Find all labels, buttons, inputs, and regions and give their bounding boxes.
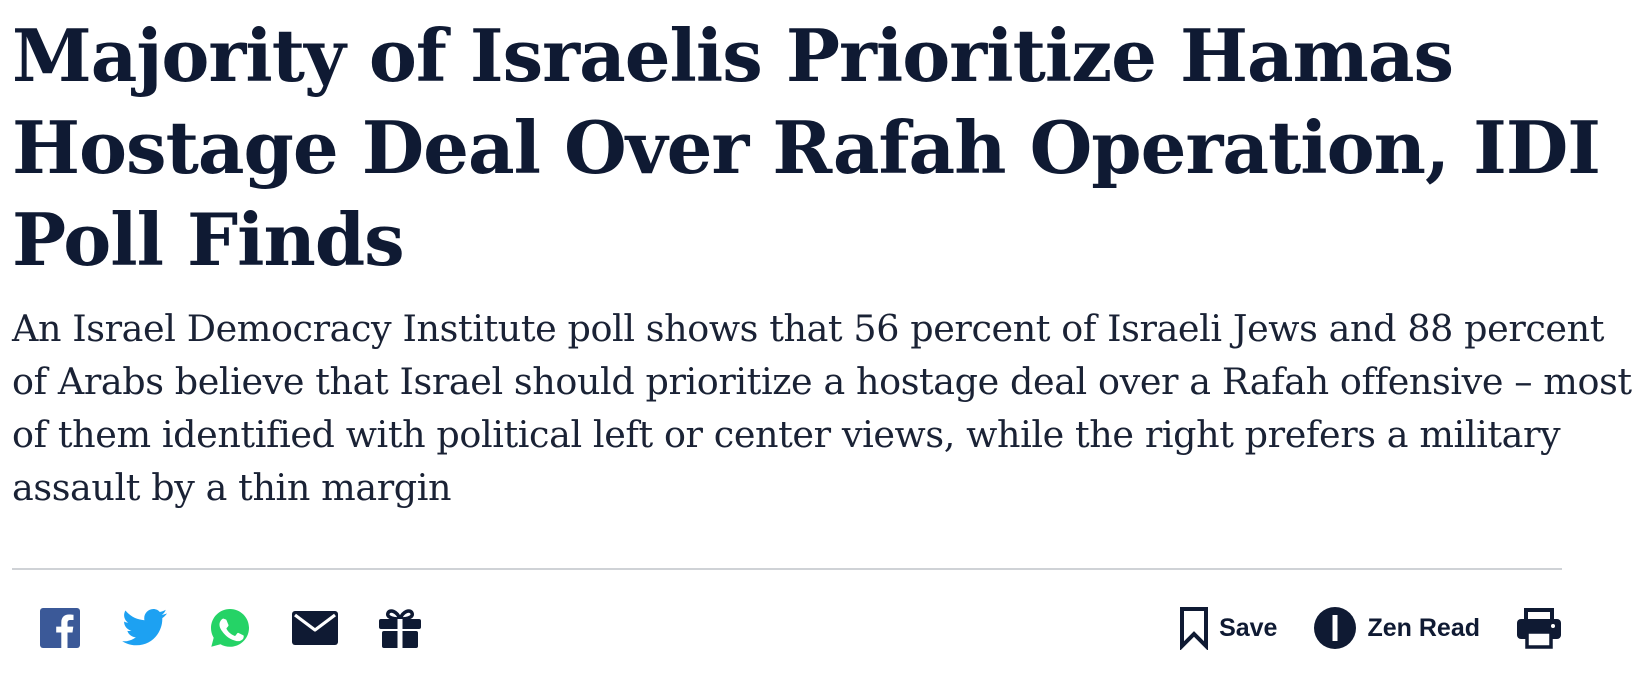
share-email-button[interactable] (291, 604, 339, 652)
facebook-icon (40, 608, 80, 648)
zen-read-icon (1314, 607, 1357, 649)
gift-icon (379, 609, 421, 648)
article-header: Majority of Israelis Prioritize Hamas Ho… (12, 0, 1642, 514)
zen-read-button[interactable]: Zen Read (1313, 606, 1480, 650)
article-headline: Majority of Israelis Prioritize Hamas Ho… (12, 13, 1601, 282)
zen-read-label: Zen Read (1367, 613, 1480, 642)
email-icon (292, 611, 338, 645)
article-subheadline: An Israel Democracy Institute poll shows… (12, 307, 1632, 509)
share-whatsapp-button[interactable] (206, 604, 254, 652)
article-actions: Save Zen Read (1179, 600, 1562, 656)
save-label: Save (1219, 613, 1278, 642)
share-twitter-button[interactable] (121, 604, 169, 652)
print-button[interactable] (1516, 607, 1562, 649)
header-divider (12, 568, 1562, 570)
bookmark-icon (1180, 607, 1209, 650)
whatsapp-icon (211, 609, 249, 647)
article-toolbar: Save Zen Read (12, 600, 1562, 656)
share-facebook-button[interactable] (36, 604, 84, 652)
gift-article-button[interactable] (376, 604, 424, 652)
save-button[interactable]: Save (1179, 606, 1277, 650)
print-icon (1517, 608, 1561, 649)
twitter-icon (122, 609, 168, 646)
share-bar (36, 600, 424, 656)
